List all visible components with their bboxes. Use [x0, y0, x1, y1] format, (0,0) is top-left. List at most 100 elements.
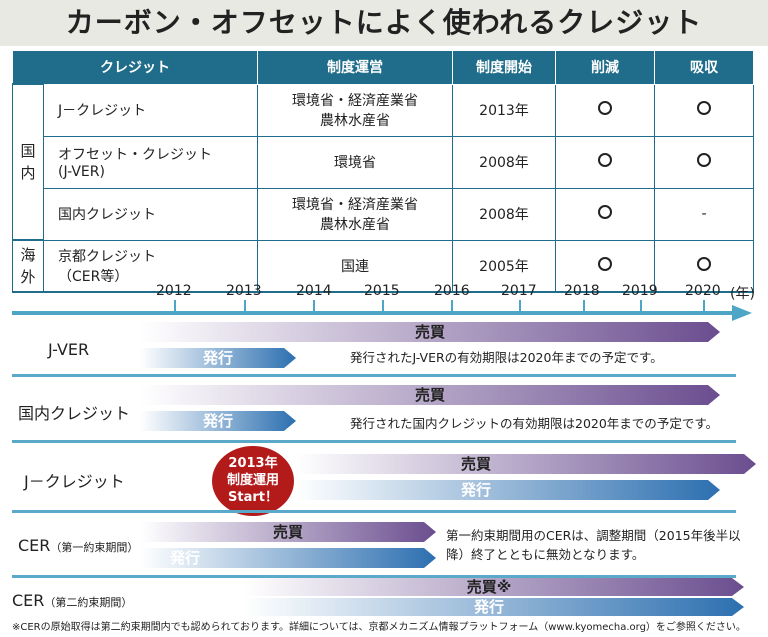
sell-bar-label: 売買 [460, 455, 491, 473]
year-label: 2012 [156, 283, 192, 299]
circle-mark-icon [697, 256, 711, 271]
header-reduction: 削減 [555, 50, 655, 85]
credit-start: 2013年 [452, 83, 556, 137]
year-label: 2019 [622, 283, 658, 299]
header-credit: クレジット [12, 50, 258, 85]
page-title: カーボン・オフセットによく使われるクレジット [0, 0, 768, 46]
year-label: 2020 [685, 283, 721, 299]
region-domestic: 国 内 [12, 83, 44, 241]
year-tick [640, 300, 642, 314]
sell-bar [296, 454, 756, 474]
row-label-cer2: CER（第二約束期間） [12, 591, 133, 610]
row-label-jver: J-VER [48, 340, 90, 359]
circle-mark-icon [697, 153, 711, 167]
row-label-jcredit: J－クレジット [24, 472, 125, 491]
year-tick [244, 300, 246, 314]
credit-start: 2008年 [452, 187, 556, 241]
credit-name: J－クレジット [43, 83, 258, 137]
year-tick [451, 300, 453, 314]
year-tick [583, 300, 585, 314]
row-separator [12, 510, 736, 513]
row-separator [12, 374, 736, 377]
issue-bar-label: 発行 [169, 549, 200, 567]
credit-operator: 環境省・経済産業省 農林水産省 [257, 187, 453, 241]
row-note: 発行されたJ-VERの有効期限は2020年までの予定です。 [350, 350, 663, 365]
credit-reduction [555, 187, 655, 241]
year-label: 2015 [364, 283, 400, 299]
credit-start: 2008年 [452, 135, 556, 189]
year-label: 2013 [226, 283, 262, 299]
year-label: 2014 [296, 283, 332, 299]
sell-bar [140, 522, 436, 542]
credit-operator: 環境省・経済産業省 農林水産省 [257, 83, 453, 137]
sell-bar [140, 385, 720, 405]
axis-arrow-icon [732, 305, 752, 321]
header-operator: 制度運営 [257, 50, 453, 85]
region-overseas: 海 外 [12, 239, 44, 293]
sell-bar [140, 322, 720, 342]
year-tick [313, 300, 315, 314]
circle-mark-icon [697, 101, 711, 115]
credit-absorption [654, 135, 754, 189]
row-note: 発行された国内クレジットの有効期限は2020年までの予定です。 [350, 416, 719, 431]
year-unit: (年) [730, 286, 755, 302]
sell-bar-label: 売買※ [466, 578, 512, 596]
badge-start: Start！ [228, 490, 278, 505]
issue-bar-label: 発行 [202, 349, 233, 367]
sell-bar-label: 売買 [272, 523, 303, 541]
year-label: 2018 [564, 283, 600, 299]
table-row: オフセット・クレジット (J-VER) 環境省 2008年 [13, 135, 754, 189]
credit-operator: 国連 [257, 239, 453, 293]
year-tick [519, 300, 521, 314]
year-tick [382, 300, 384, 314]
issue-bar [140, 411, 296, 431]
credit-reduction [555, 135, 655, 189]
credit-name: 国内クレジット [43, 187, 258, 241]
row-separator [12, 575, 736, 578]
issue-bar [296, 480, 720, 500]
header-start: 制度開始 [452, 50, 556, 85]
issue-bar [140, 548, 436, 568]
credit-name: 京都クレジット （CER等） [43, 239, 258, 293]
table-row: 国 内 J－クレジット 環境省・経済産業省 農林水産省 2013年 [12, 83, 754, 241]
circle-mark-icon [598, 153, 612, 167]
credit-reduction [555, 83, 655, 137]
sell-bar [244, 578, 744, 596]
table-row: 国内クレジット 環境省・経済産業省 農林水産省 2008年 - [13, 187, 754, 241]
row-separator [12, 440, 736, 443]
badge-year: 2013年 [228, 456, 278, 471]
year-tick [174, 300, 176, 314]
sell-bar-label: 売買 [414, 323, 445, 341]
year-label: 2017 [501, 283, 537, 299]
circle-mark-icon [598, 205, 612, 219]
credit-absorption [654, 239, 754, 293]
footnote: ※CERの原始取得は第二約束期間内でも認められております。詳細については、京都メ… [12, 622, 746, 633]
issue-bar [244, 598, 744, 616]
region-label: 内 [20, 164, 36, 182]
sell-bar-label: 売買 [414, 386, 445, 404]
table-row: 海 外 京都クレジット （CER等） 国連 2005年 [12, 239, 754, 293]
credit-reduction [555, 239, 655, 293]
credit-name: オフセット・クレジット (J-VER) [43, 135, 258, 189]
year-tick [703, 300, 705, 314]
credit-operator: 環境省 [257, 135, 453, 189]
circle-mark-icon [598, 256, 612, 271]
issue-bar-label: 発行 [460, 481, 491, 499]
region-label: 国 [20, 142, 36, 160]
row-label-cer1: CER（第一約束期間） [18, 536, 139, 555]
issue-bar-label: 発行 [473, 598, 504, 616]
credit-absorption: - [654, 187, 754, 241]
row-note: 第一約束期間用のCERは、調整期間（2015年後半以 降）終了とともに無効となり… [446, 528, 741, 562]
issue-bar-label: 発行 [202, 412, 233, 430]
issue-bar [140, 348, 296, 368]
credit-table: クレジット 制度運営 制度開始 削減 吸収 国 内 J－クレジット 環境省・経済… [12, 50, 754, 293]
table-header-row: クレジット 制度運営 制度開始 削減 吸収 [12, 50, 754, 85]
badge-text: 制度運用 [226, 473, 279, 488]
year-label: 2016 [434, 283, 470, 299]
timeline-axis [12, 311, 736, 315]
row-label-domestic: 国内クレジット [18, 404, 131, 423]
circle-mark-icon [598, 101, 612, 115]
credit-absorption [654, 83, 754, 137]
header-absorption: 吸収 [654, 50, 754, 85]
start-badge: 2013年 制度運用 Start！ [212, 446, 294, 516]
